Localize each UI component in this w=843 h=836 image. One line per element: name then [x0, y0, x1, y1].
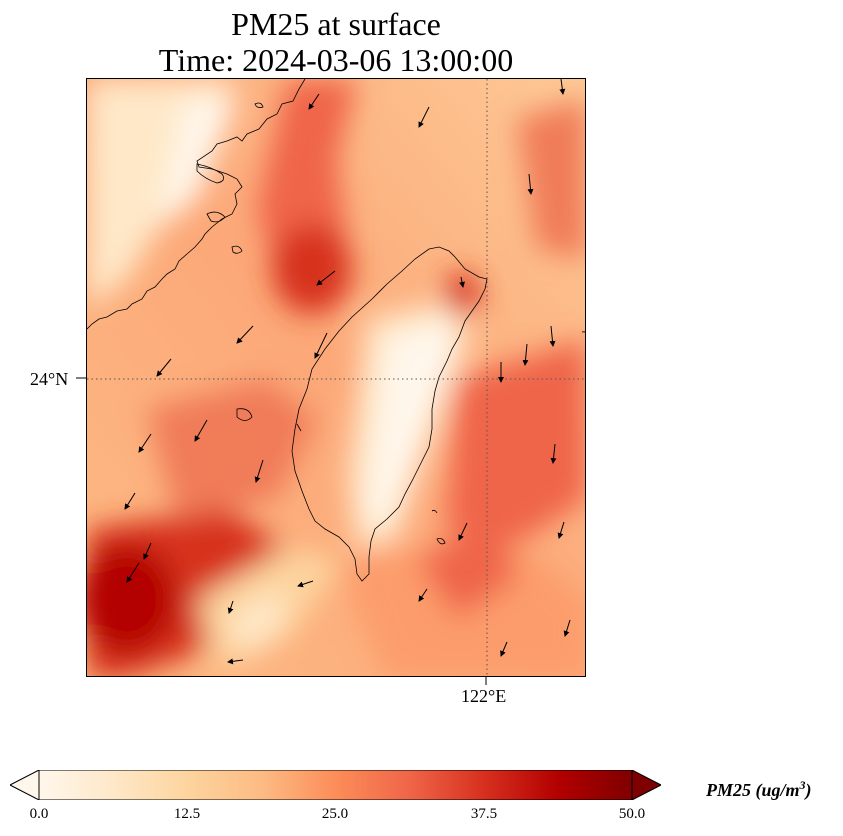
taiwan-coastline [291, 246, 488, 582]
wind-arrow [227, 600, 234, 614]
coast-island [231, 245, 243, 254]
wind-arrow [557, 521, 565, 539]
colorbar-overflow-triangle [631, 770, 661, 800]
coast-island [196, 163, 225, 184]
map-time-subtitle: Time: 2024-03-06 13:00:00 [158, 42, 514, 78]
colorbar-label: PM25 (ug/m3) [706, 774, 812, 801]
colorbar-tick-label: 37.5 [470, 806, 498, 822]
latitude-tick-label: 24°N [30, 369, 69, 389]
coast-island [254, 102, 264, 108]
coast-island [581, 331, 585, 333]
wind-arrow [126, 562, 140, 583]
wind-arrow [194, 419, 208, 442]
wind-arrow [138, 433, 152, 453]
wind-arrow [458, 522, 468, 541]
colorbar-label-main: PM25 (ug/m [706, 780, 800, 800]
wind-arrow [143, 542, 152, 560]
wind-arrow [559, 79, 566, 95]
wind-arrow [527, 173, 534, 195]
wind-arrow [124, 492, 136, 510]
longitude-tick-mark [485, 677, 487, 685]
wind-arrow [254, 459, 264, 483]
wind-arrow [418, 106, 430, 128]
colorbar-body [38, 770, 633, 800]
wind-arrow [316, 270, 336, 286]
map-panel [86, 78, 586, 677]
wind-arrow [314, 332, 328, 359]
colorbar-tick-label: 50.0 [618, 806, 646, 822]
colorbar-label-exponent: 3 [799, 778, 806, 792]
wind-arrow [308, 93, 320, 110]
colorbar-tick-label: 12.5 [173, 806, 201, 822]
wind-arrow [563, 619, 571, 637]
wind-arrow [297, 580, 314, 588]
map-title: PM25 at surface [231, 6, 441, 42]
colorbar-underflow-triangle [10, 770, 40, 800]
graticule [87, 79, 585, 676]
coastlines [87, 79, 585, 582]
wind-arrow [500, 641, 508, 657]
wind-arrow [459, 276, 465, 288]
coast-island [431, 509, 438, 514]
coast-island [436, 538, 446, 545]
latitude-tick-mark [76, 377, 86, 379]
wind-arrow [522, 343, 529, 366]
colorbar-label-close: ) [805, 780, 812, 800]
wind-arrow [156, 358, 172, 377]
mainland-coastline [87, 79, 306, 330]
colorbar-tick-label: 25.0 [321, 806, 349, 822]
wind-arrow [418, 588, 428, 602]
wind-arrow [236, 325, 254, 344]
pm25-concentration-field [87, 79, 585, 676]
pm25-field-map [87, 79, 585, 676]
coast-island [236, 408, 253, 421]
wind-arrow [550, 443, 557, 464]
colorbar-tick-label: 0.0 [29, 806, 49, 822]
longitude-tick-label: 122°E [461, 686, 507, 706]
wind-vectors [124, 79, 571, 665]
coast-island [296, 423, 302, 432]
colorbar [10, 770, 661, 800]
wind-arrow [227, 658, 244, 665]
wind-arrow [549, 325, 556, 347]
coast-island [206, 211, 226, 223]
